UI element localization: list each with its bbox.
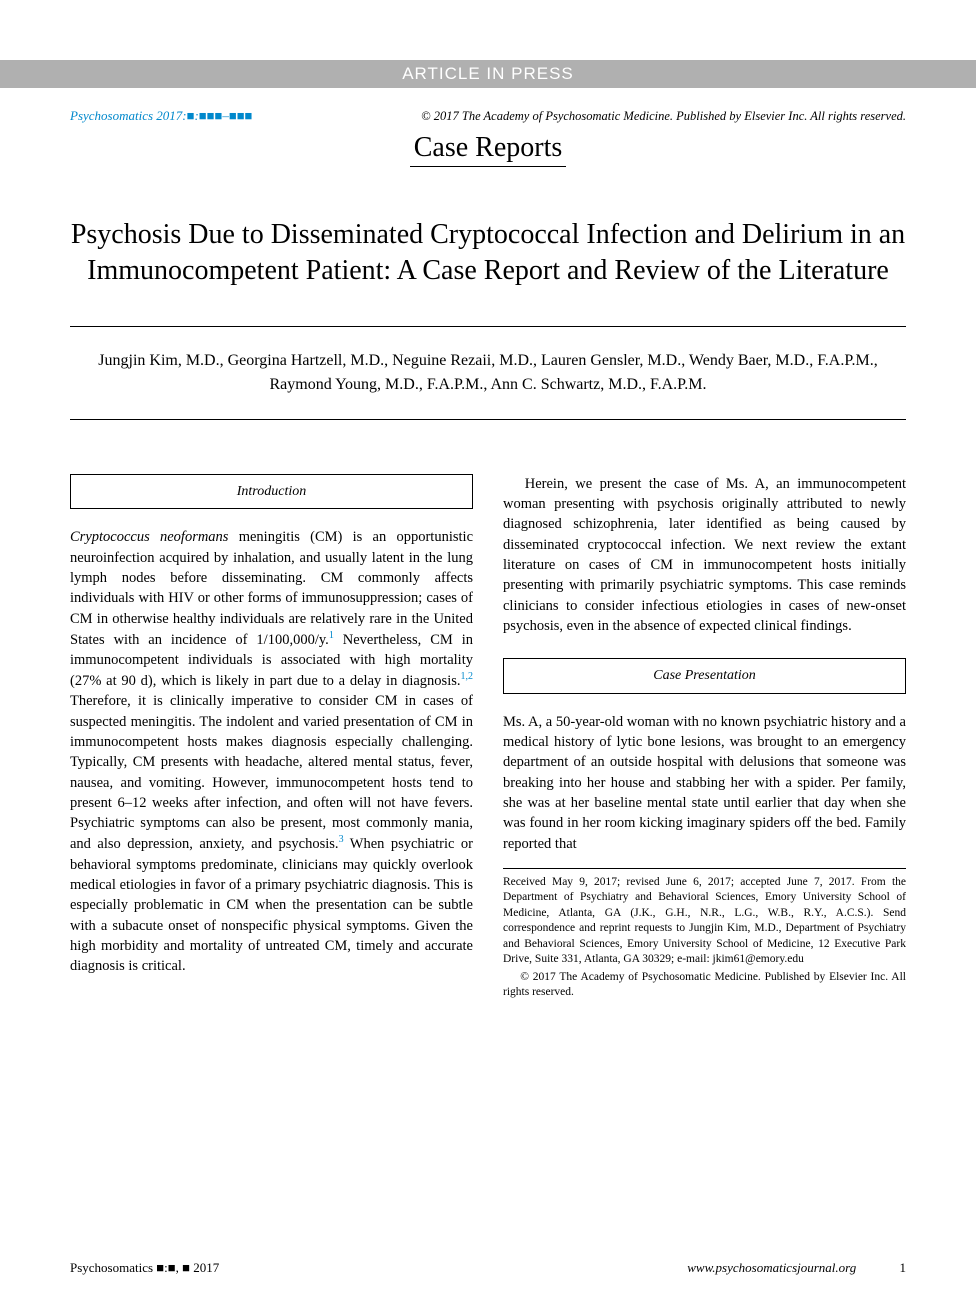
intro-text-b: meningitis (CM) is an opportunistic neur… — [70, 529, 473, 647]
introduction-heading: Introduction — [70, 474, 473, 510]
footnote-received: Received May 9, 2017; revised June 6, 20… — [503, 876, 906, 966]
footer-right-wrap: www.psychosomaticsjournal.org 1 — [687, 1260, 906, 1276]
intro-text-e: When psychiatric or behavioral symptoms … — [70, 836, 473, 974]
footer-left: Psychosomatics ■:■, ■ 2017 — [70, 1260, 219, 1276]
footnote-copyright: © 2017 The Academy of Psychosomatic Medi… — [503, 970, 906, 1001]
rule-below-authors — [70, 419, 906, 420]
column-left: Introduction Cryptococcus neoformans men… — [70, 474, 473, 1001]
article-in-press-banner: ARTICLE IN PRESS — [0, 60, 976, 88]
section-type: Case Reports — [410, 132, 567, 167]
header-copyright: © 2017 The Academy of Psychosomatic Medi… — [421, 109, 906, 124]
page-number: 1 — [900, 1260, 907, 1275]
header-row: Psychosomatics 2017:■:■■■–■■■ © 2017 The… — [70, 108, 906, 124]
section-type-wrap: Case Reports — [70, 126, 906, 167]
case-paragraph: Ms. A, a 50-year-old woman with no known… — [503, 712, 906, 854]
footnote-block: Received May 9, 2017; revised June 6, 20… — [503, 875, 906, 968]
footer-journal-url[interactable]: www.psychosomaticsjournal.org — [687, 1260, 856, 1275]
author-list: Jungjin Kim, M.D., Georgina Hartzell, M.… — [70, 327, 906, 419]
article-page: ARTICLE IN PRESS Psychosomatics 2017:■:■… — [0, 0, 976, 1306]
intro-paragraph: Cryptococcus neoformans meningitis (CM) … — [70, 527, 473, 976]
case-presentation-heading: Case Presentation — [503, 658, 906, 694]
ref-1-2[interactable]: 1,2 — [461, 671, 474, 682]
column-right: Herein, we present the case of Ms. A, an… — [503, 474, 906, 1001]
species-name: Cryptococcus neoformans — [70, 529, 228, 545]
page-footer: Psychosomatics ■:■, ■ 2017 www.psychosom… — [70, 1260, 906, 1276]
footnote-separator — [503, 868, 906, 869]
two-column-body: Introduction Cryptococcus neoformans men… — [70, 474, 906, 1001]
journal-citation: Psychosomatics 2017:■:■■■–■■■ — [70, 108, 252, 124]
intro-continuation: Herein, we present the case of Ms. A, an… — [503, 474, 906, 636]
article-title: Psychosis Due to Disseminated Cryptococc… — [70, 217, 906, 290]
intro-text-d: Therefore, it is clinically imperative t… — [70, 693, 473, 852]
